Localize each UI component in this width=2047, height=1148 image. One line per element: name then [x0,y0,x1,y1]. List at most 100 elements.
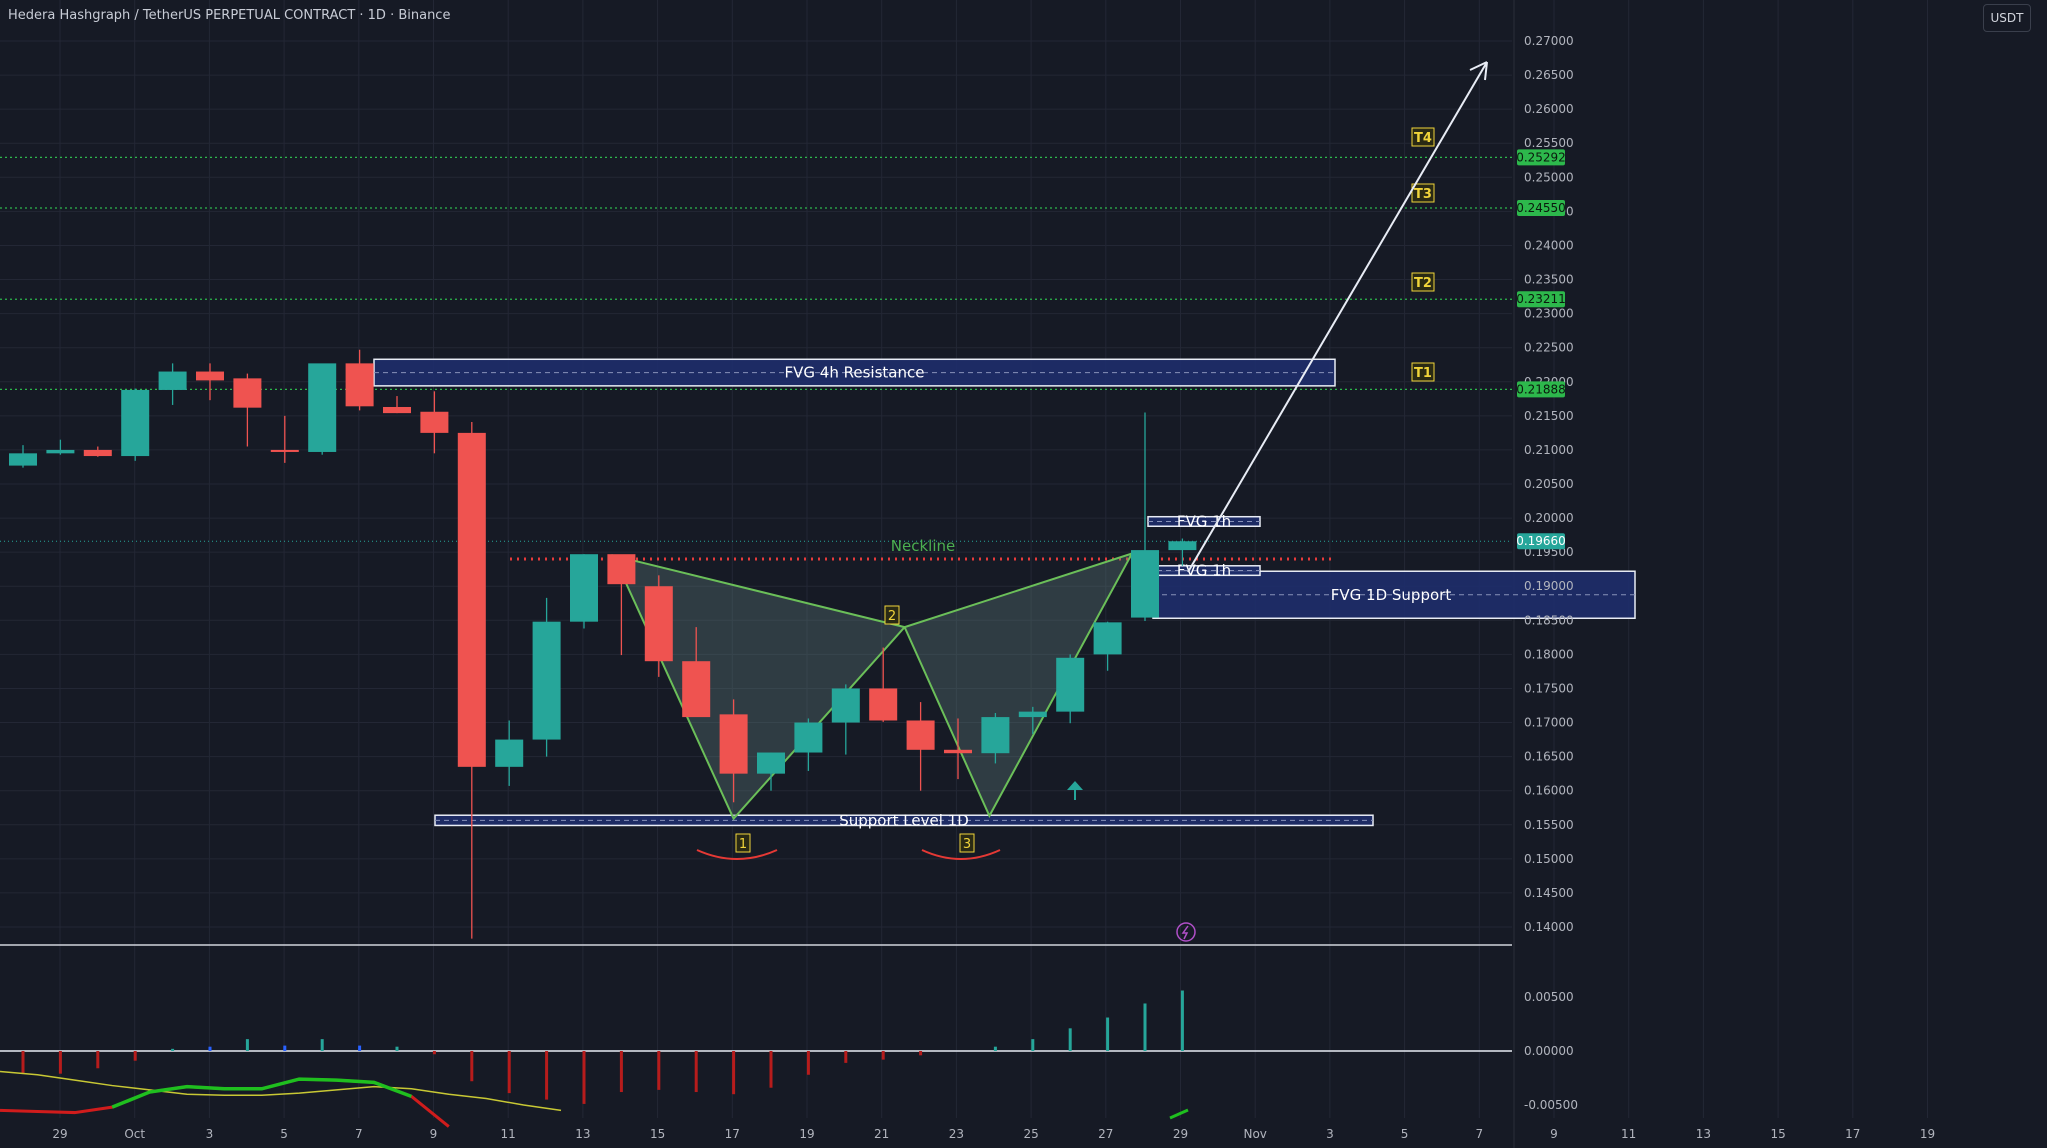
time-tick-label: 5 [1401,1127,1409,1141]
candle [644,575,673,677]
candle [1168,538,1197,566]
candle-body [644,586,673,662]
candle [121,388,150,461]
candle-body [981,717,1010,754]
price-tick-label: 0.25000 [1524,170,1574,184]
time-tick-label: 11 [1621,1127,1636,1141]
symbol-title: Hedera Hashgraph / TetherUS PERPETUAL CO… [8,8,451,23]
candle [420,391,449,454]
candle-body [607,554,636,585]
pattern-point-badge-1 [735,833,751,853]
target-price-tag [1517,381,1565,398]
annotation-zones: FVG 4h Resistance Support Level 1D FVG 1D … [373,358,1636,829]
candle-body [831,688,860,723]
candle-body [794,722,823,753]
candle [906,702,935,791]
currency-button[interactable]: USDT [1983,4,2031,32]
candle [383,396,411,414]
time-tick-label: 29 [52,1127,67,1141]
candle-body [1018,711,1047,718]
target-badge-t1 [1411,362,1435,382]
target-price-tag [1517,149,1565,166]
candle-body [719,714,748,774]
neckline-label: Neckline [891,537,955,555]
price-tick-label: 0.20000 [1524,511,1574,525]
candle-body [420,411,449,433]
candle-body [906,720,935,750]
candle [719,699,748,803]
time-tick-label: 21 [874,1127,889,1141]
price-tick-label: 0.22500 [1524,341,1574,355]
price-tick-label: 0.18000 [1524,647,1574,661]
target-label-t3: T3 [1414,187,1432,202]
time-tick-label: 13 [575,1127,590,1141]
target-price-tag [1517,291,1565,308]
time-tick-label: 15 [1770,1127,1785,1141]
candle-body [1168,541,1197,551]
target-label-t4: T4 [1414,131,1432,146]
candle-body [532,621,561,740]
candle-body [196,371,224,381]
candle [682,627,711,718]
target-lines [0,156,1512,542]
candle [607,554,636,656]
fvg-1h-upper-zone-label: FVG 1h [1177,512,1231,530]
candle [570,554,598,629]
fvg-4h-resistance-zone-label: FVG 4h Resistance [785,364,925,382]
candle-body [9,453,37,466]
price-tick-label: 0.14000 [1524,920,1574,934]
lightning-icon-bolt [1181,925,1189,940]
price-tick-label: 0.18500 [1524,613,1574,627]
candle [196,363,224,401]
signal-line [0,1070,562,1112]
projection-arrow-line [1187,61,1488,573]
candle [9,445,37,468]
candle [981,712,1010,764]
pattern-triangle-right [903,551,1135,819]
candle-body [121,389,150,457]
target-label-t2: T2 [1414,276,1432,291]
time-tick-label: 27 [1098,1127,1113,1141]
macd-oscillator-pane [0,990,1512,1128]
candle-body [345,363,374,407]
current-price-tag-text: 0.19660 [1516,534,1566,548]
time-tick-label: 7 [355,1127,363,1141]
macd-line-positive [111,1077,413,1109]
candle-body [944,749,972,754]
time-tick-label: 9 [1550,1127,1558,1141]
candle-body [1056,657,1085,712]
candle [757,752,785,791]
bottom-arc-1 [696,849,778,860]
candle [457,421,486,939]
candle [831,684,860,755]
fvg-1h-lower-zone-label: FVG 1h [1177,562,1231,580]
time-tick-label: Oct [124,1127,145,1141]
price-tick-label: 0.25500 [1524,136,1574,150]
time-tick-label: 3 [1326,1127,1334,1141]
candle-body [158,371,187,390]
price-tick-label: 0.23000 [1524,307,1574,321]
target-label-t1: T1 [1414,366,1432,381]
price-tick-label: 0.26500 [1524,68,1574,82]
candle-body [757,752,785,774]
macd-line-tail [1169,1108,1189,1120]
target-badge-t3 [1411,183,1435,203]
candle [1056,654,1085,724]
time-tick-label: 17 [1845,1127,1860,1141]
candle [532,597,561,757]
price-tick-label: 0.16500 [1524,750,1574,764]
candle-body [570,554,598,622]
target-price-tag-text: 0.21888 [1516,382,1566,396]
chart-grid [0,0,1928,1148]
price-tick-label: 0.26000 [1524,102,1574,116]
pattern-point-label-2: 2 [888,609,896,624]
candle [83,446,112,457]
time-tick-label: 23 [949,1127,964,1141]
candle-body [869,688,898,721]
candle-body [270,449,299,452]
candle [270,415,299,463]
candle-body [46,449,75,454]
pattern-point-label-3: 3 [963,837,971,852]
price-tick-label: 0.15500 [1524,818,1574,832]
